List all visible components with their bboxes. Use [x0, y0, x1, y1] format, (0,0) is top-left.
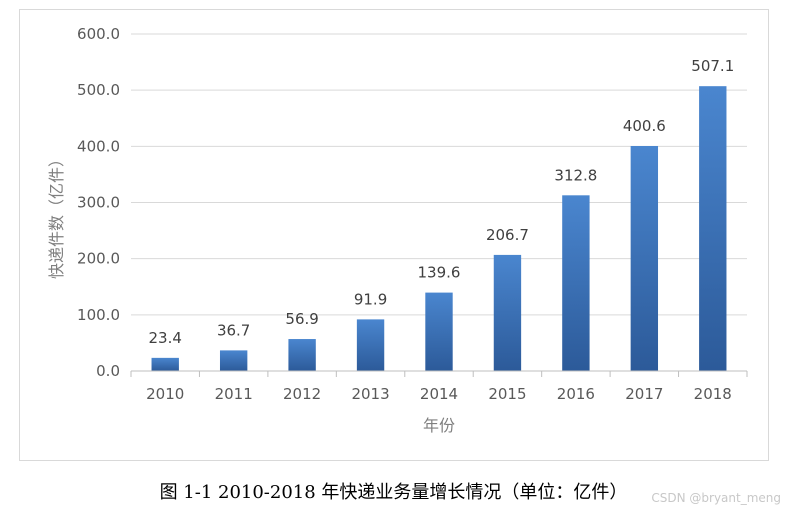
data-label-2010: 23.4 — [149, 329, 182, 347]
y-tick-label: 600.0 — [77, 25, 120, 43]
data-label-2011: 36.7 — [217, 321, 250, 339]
axes — [130, 370, 748, 377]
y-tick-label: 0.0 — [96, 362, 120, 380]
y-tick-label: 500.0 — [77, 81, 120, 99]
bar-2013 — [356, 319, 385, 371]
bar-2015 — [493, 254, 522, 371]
x-tick-label: 2017 — [625, 385, 663, 403]
figure-caption: 图 1-1 2010-2018 年快递业务量增长情况（单位：亿件） — [159, 482, 628, 503]
labels: 0.0 100.0 200.0 300.0 400.0 500.0 600.0 23.4 201… — [77, 25, 734, 403]
data-label-2015: 206.7 — [486, 226, 529, 244]
bar-2012 — [288, 339, 316, 371]
data-label-2016: 312.8 — [554, 166, 597, 184]
data-label-2012: 56.9 — [285, 310, 318, 328]
bar-2018 — [699, 86, 727, 371]
x-tick-label: 2014 — [420, 385, 458, 403]
data-label-2014: 139.6 — [418, 264, 461, 282]
data-label-2013: 91.9 — [354, 290, 387, 308]
y-tick-label: 300.0 — [77, 194, 120, 212]
x-tick-label: 2016 — [557, 385, 595, 403]
x-tick-label: 2010 — [146, 385, 184, 403]
x-axis-title: 年份 — [423, 416, 455, 435]
y-axis-title: 快递件数（亿件） — [47, 151, 66, 279]
bar-2016 — [562, 195, 590, 371]
y-tick-label: 400.0 — [77, 137, 120, 155]
x-tick-label: 2013 — [351, 385, 389, 403]
bar-2010 — [151, 357, 179, 371]
x-tick-label: 2015 — [488, 385, 526, 403]
bar-2011 — [219, 350, 248, 371]
x-tick-label: 2012 — [283, 385, 321, 403]
bar-chart: 0.0 100.0 200.0 300.0 400.0 500.0 600.0 23.4 201… — [47, 25, 748, 435]
data-label-2017: 400.6 — [623, 117, 666, 135]
data-label-2018: 507.1 — [691, 57, 734, 75]
bar-2014 — [425, 292, 453, 371]
bars — [151, 86, 727, 371]
bar-2017 — [630, 145, 659, 371]
y-tick-label: 200.0 — [77, 250, 120, 268]
chart-frame: 0.0 100.0 200.0 300.0 400.0 500.0 600.0 23.4 201… — [19, 9, 769, 461]
watermark: CSDN @bryant_meng — [651, 491, 781, 505]
y-tick-label: 100.0 — [77, 306, 120, 324]
x-tick-label: 2011 — [215, 385, 253, 403]
x-tick-label: 2018 — [694, 385, 732, 403]
